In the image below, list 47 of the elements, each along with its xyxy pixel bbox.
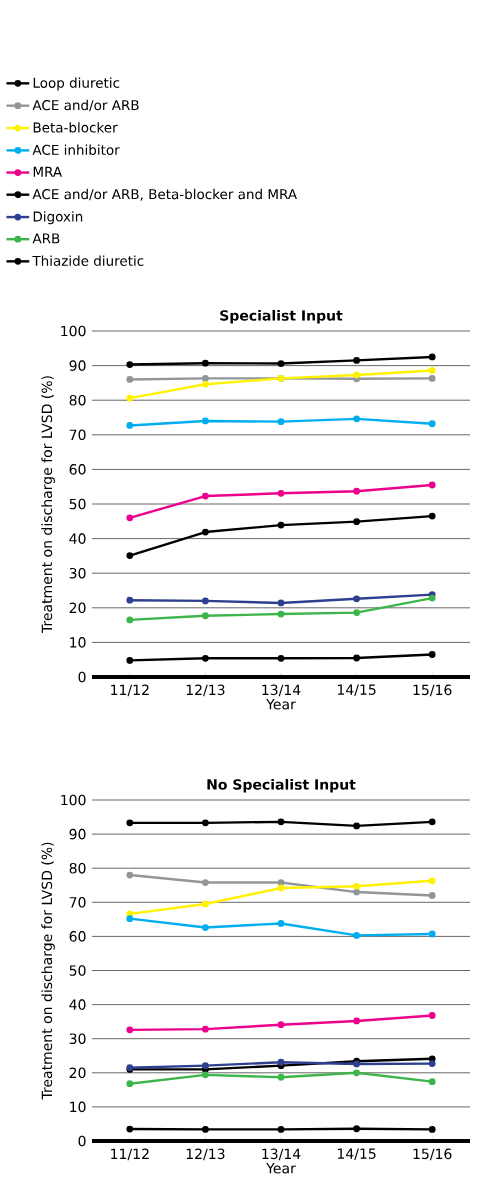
legend-label: Digoxin xyxy=(33,211,83,225)
y-tick-label: 50 xyxy=(69,498,86,510)
x-tick-label: 13/14 xyxy=(262,684,301,697)
y-tick-label: 20 xyxy=(69,602,86,614)
x-tick-label: 14/15 xyxy=(337,1148,376,1161)
x-tick-label: 15/16 xyxy=(413,684,452,697)
x-tick-label: 12/13 xyxy=(186,1148,225,1161)
x-tick-label: 11/12 xyxy=(111,1148,149,1161)
y-axis-title: Treatment on discharge for LVSD (%) xyxy=(41,842,55,1100)
y-tick-label: 30 xyxy=(69,1033,86,1044)
x-tick-label: 14/15 xyxy=(337,684,376,697)
y-tick-label: 100 xyxy=(61,794,86,806)
x-axis-title: Year xyxy=(266,699,296,710)
chart-title: Specialist Input xyxy=(220,309,343,324)
y-tick-label: 40 xyxy=(69,533,86,544)
y-tick-label: 100 xyxy=(61,325,86,337)
legend-label: Beta-blocker xyxy=(33,122,118,133)
y-tick-label: 50 xyxy=(69,965,86,976)
y-tick-label: 30 xyxy=(69,567,86,579)
y-tick-label: 60 xyxy=(69,931,86,942)
y-tick-label: 80 xyxy=(69,394,86,406)
legend-label: ACE and/or ARB, Beta-blocker and MRA xyxy=(32,188,297,201)
y-tick-label: 0 xyxy=(78,671,86,683)
y-tick-label: 40 xyxy=(69,999,86,1010)
y-tick-label: 90 xyxy=(69,360,86,371)
y-tick-label: 10 xyxy=(70,1101,86,1113)
y-tick-label: 70 xyxy=(69,897,86,908)
y-tick-label: 20 xyxy=(69,1067,86,1079)
x-tick-label: 15/16 xyxy=(413,1148,452,1161)
x-tick-label: 11/12 xyxy=(111,684,149,697)
y-tick-label: 70 xyxy=(69,429,86,441)
legend-label: ARB xyxy=(32,233,60,244)
y-tick-label: 0 xyxy=(78,1135,86,1147)
y-tick-label: 10 xyxy=(70,637,86,648)
y-tick-label: 60 xyxy=(69,464,86,475)
x-tick-label: 12/13 xyxy=(186,684,225,697)
x-tick-label: 13/14 xyxy=(262,1148,301,1161)
legend-label: ACE inhibitor xyxy=(32,144,120,155)
y-axis-title: Treatment on discharge for LVSD (%) xyxy=(41,376,55,634)
legend-label: ACE and/or ARB xyxy=(32,99,139,112)
y-tick-label: 90 xyxy=(69,828,86,840)
legend-label: Loop diuretic xyxy=(33,77,120,91)
legend-label: Thiazide diuretic xyxy=(32,255,144,266)
y-tick-label: 80 xyxy=(69,862,86,874)
legend-label: MRA xyxy=(33,166,63,177)
chart-title: No Specialist Input xyxy=(207,778,356,793)
x-axis-title: Year xyxy=(266,1163,296,1174)
